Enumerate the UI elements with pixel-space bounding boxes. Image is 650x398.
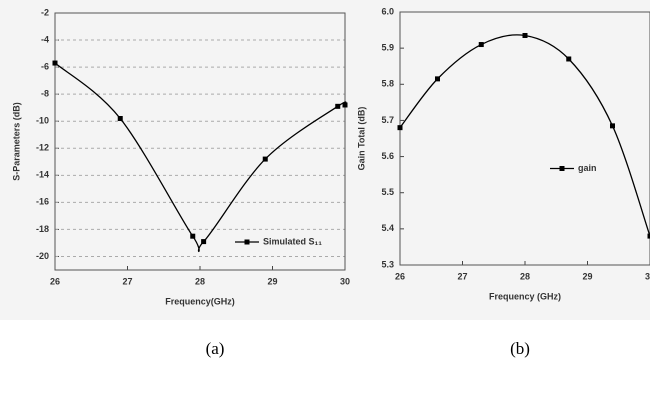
marker xyxy=(435,76,440,82)
y-axis-label: S-Parameters (dB) xyxy=(11,102,21,181)
y-tick-label: -2 xyxy=(41,7,49,17)
legend-marker xyxy=(244,239,250,245)
y-axis-label: Gain Total (dB) xyxy=(356,107,366,171)
marker xyxy=(610,123,615,129)
marker xyxy=(342,102,348,108)
x-axis-label: Frequency(GHz) xyxy=(165,296,235,306)
y-tick-label: -8 xyxy=(41,89,49,99)
x-tick-label: 27 xyxy=(457,271,467,281)
x-tick-label: 28 xyxy=(520,271,530,281)
marker xyxy=(522,32,528,38)
legend-label: Simulated S₁₁ xyxy=(263,236,322,246)
y-tick-label: -14 xyxy=(36,170,49,180)
y-tick-label: -20 xyxy=(36,251,49,261)
x-tick-label: 30 xyxy=(340,276,350,286)
legend-label: gain xyxy=(578,163,597,173)
marker xyxy=(566,56,572,62)
marker xyxy=(335,103,341,109)
plot-frame xyxy=(54,12,346,271)
x-tick-label: 26 xyxy=(395,271,405,281)
y-tick-label: 5.3 xyxy=(381,259,394,269)
y-tick-label: -6 xyxy=(41,61,49,71)
panel-b-bg xyxy=(365,0,650,320)
panel-a-bg xyxy=(0,0,365,320)
marker xyxy=(201,239,207,245)
x-tick-label: 30 xyxy=(645,271,650,281)
y-tick-label: -4 xyxy=(41,34,49,44)
x-tick-label: 28 xyxy=(195,276,205,286)
marker xyxy=(478,42,484,48)
y-tick-label: 6.0 xyxy=(381,6,394,16)
marker xyxy=(117,116,123,122)
y-tick-label: 5.5 xyxy=(381,187,394,197)
plot-frame xyxy=(399,11,650,266)
x-tick-label: 29 xyxy=(582,271,592,281)
x-axis-label: Frequency (GHz) xyxy=(489,291,561,301)
x-tick-label: 26 xyxy=(50,276,60,286)
marker xyxy=(397,125,403,131)
caption: (b) xyxy=(510,339,530,358)
y-tick-label: -16 xyxy=(36,197,49,207)
y-tick-label: 5.4 xyxy=(381,223,394,233)
caption: (a) xyxy=(206,339,225,358)
marker xyxy=(647,233,650,239)
y-tick-label: -10 xyxy=(36,116,49,126)
y-tick-label: 5.9 xyxy=(381,43,394,53)
x-tick-label: 27 xyxy=(122,276,132,286)
legend-marker xyxy=(559,166,565,171)
marker xyxy=(262,156,268,162)
y-tick-label: 5.7 xyxy=(381,115,394,125)
y-tick-label: 5.8 xyxy=(381,79,394,89)
x-tick-label: 29 xyxy=(267,276,277,286)
marker xyxy=(190,233,196,239)
y-tick-label: 5.6 xyxy=(381,151,394,161)
y-tick-label: -18 xyxy=(36,224,49,234)
y-tick-label: -12 xyxy=(36,143,49,153)
marker xyxy=(52,60,58,66)
